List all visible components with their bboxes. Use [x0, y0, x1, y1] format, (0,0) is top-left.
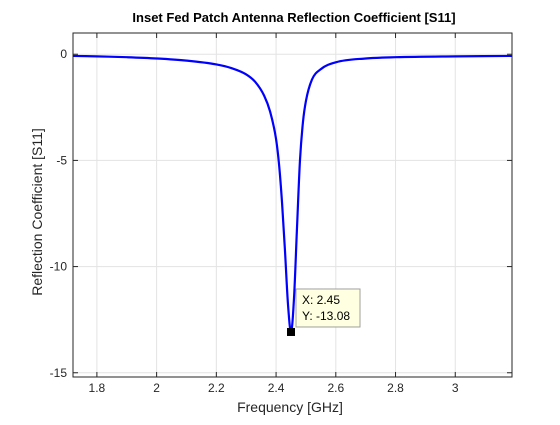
datatip-marker[interactable]: [287, 327, 296, 336]
y-tick-label: 0: [60, 47, 67, 61]
chart-title: Inset Fed Patch Antenna Reflection Coeff…: [132, 10, 455, 25]
datatip-x-label: X: 2.45: [302, 293, 340, 307]
grid-layer: [73, 33, 512, 377]
plot-frame: [72, 32, 513, 378]
x-tick-label: 2.2: [208, 381, 225, 395]
x-tick-label: 2.4: [268, 381, 285, 395]
x-tick-label: 2.8: [387, 381, 404, 395]
datatip-layer[interactable]: X: 2.45 Y: -13.08: [287, 288, 361, 336]
series-line: [72, 54, 513, 334]
y-axis-label: Reflection Coefficient [S11]: [29, 128, 45, 296]
y-tick-label: -15: [50, 366, 68, 380]
tick-layer: 1.8 2 2.2 2.4 2.6 2.8 3 0 -5 -10 -15: [50, 33, 512, 395]
y-tick-label: -5: [56, 153, 67, 167]
x-tick-label: 1.8: [89, 381, 106, 395]
x-tick-label: 2: [153, 381, 160, 395]
x-axis-label: Frequency [GHz]: [237, 399, 343, 415]
y-tick-label: -10: [50, 260, 68, 274]
datatip-box[interactable]: [295, 288, 361, 328]
x-tick-label: 2.6: [327, 381, 344, 395]
datatip-y-label: Y: -13.08: [302, 309, 350, 323]
x-tick-label: 3: [452, 381, 459, 395]
series-layer: [72, 54, 513, 334]
